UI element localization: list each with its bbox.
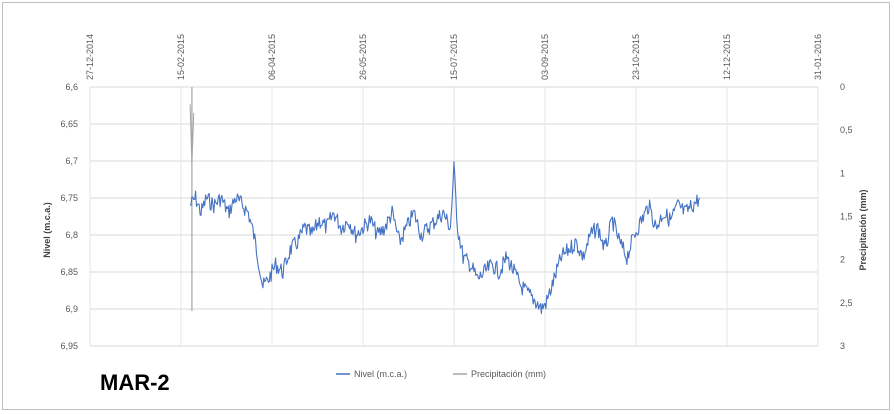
left-axis-ticks: 6,6 6,65 6,7 6,75 6,8 6,85 6,9 6,95 bbox=[60, 82, 78, 351]
left-tick-label: 6,8 bbox=[65, 230, 78, 240]
precipitation-series-values bbox=[189, 104, 195, 165]
right-tick-label: 0,5 bbox=[840, 125, 853, 135]
x-tick-label: 15-07-2015 bbox=[449, 34, 459, 80]
right-tick-label: 2,5 bbox=[840, 298, 853, 308]
left-tick-label: 6,65 bbox=[60, 119, 78, 129]
right-tick-label: 1,5 bbox=[840, 212, 853, 222]
nivel-series-line bbox=[190, 161, 701, 315]
left-tick-label: 6,85 bbox=[60, 267, 78, 277]
right-tick-label: 0 bbox=[840, 82, 845, 92]
x-axis-ticks: 27-12-2014 15-02-2015 06-04-2015 26-05-2015… bbox=[85, 34, 823, 80]
legend: Nivel (m.c.a.) Precipitación (mm) bbox=[336, 369, 546, 379]
left-tick-label: 6,7 bbox=[65, 156, 78, 166]
legend-label-0: Nivel (m.c.a.) bbox=[354, 369, 407, 379]
gridlines bbox=[89, 86, 819, 347]
x-tick-label: 26-05-2015 bbox=[358, 34, 368, 80]
legend-label-1: Precipitación (mm) bbox=[471, 369, 546, 379]
right-tick-label: 1 bbox=[840, 168, 845, 178]
x-tick-label: 27-12-2014 bbox=[85, 34, 95, 80]
left-tick-label: 6,9 bbox=[65, 304, 78, 314]
left-axis-title: Nivel (m.c.a.) bbox=[42, 202, 52, 258]
series-group bbox=[189, 87, 701, 315]
x-tick-label: 31-01-2016 bbox=[813, 34, 823, 80]
right-axis-ticks: 0 0,5 1 1,5 2 2,5 3 bbox=[840, 82, 853, 351]
left-tick-label: 6,6 bbox=[65, 82, 78, 92]
right-axis-title: Precipitación (mm) bbox=[858, 189, 868, 270]
x-tick-label: 06-04-2015 bbox=[267, 34, 277, 80]
left-tick-label: 6,95 bbox=[60, 341, 78, 351]
x-tick-label: 12-12-2015 bbox=[722, 34, 732, 80]
x-tick-label: 03-09-2015 bbox=[540, 34, 550, 80]
right-tick-label: 2 bbox=[840, 255, 845, 265]
right-tick-label: 3 bbox=[840, 341, 845, 351]
x-tick-label: 15-02-2015 bbox=[176, 34, 186, 80]
x-tick-label: 23-10-2015 bbox=[631, 34, 641, 80]
left-tick-label: 6,75 bbox=[60, 193, 78, 203]
chart-frame bbox=[2, 2, 890, 410]
station-label: MAR-2 bbox=[100, 370, 170, 395]
